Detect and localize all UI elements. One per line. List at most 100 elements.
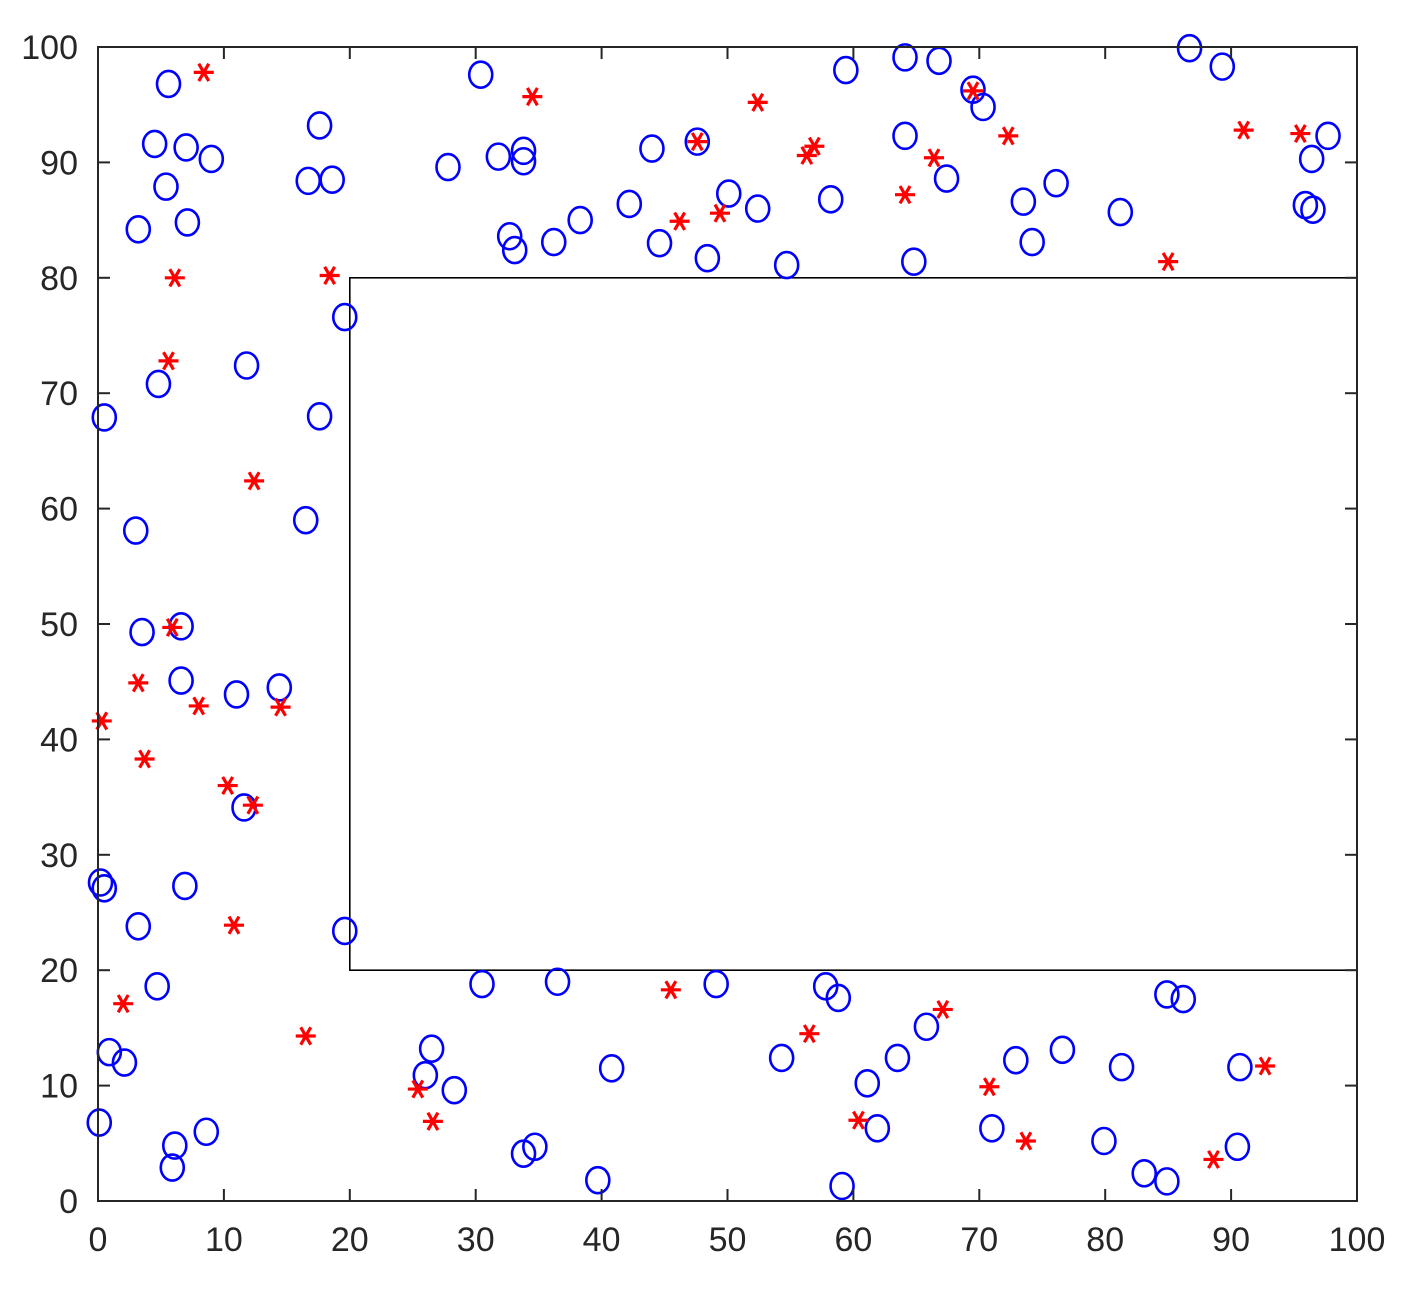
asterisk-point bbox=[979, 1077, 1000, 1097]
asterisk-point bbox=[319, 266, 340, 285]
circle-point bbox=[1091, 1126, 1117, 1156]
asterisk-point bbox=[1015, 1131, 1036, 1151]
x-tick-label: 30 bbox=[457, 1221, 495, 1259]
asterisk-point bbox=[687, 132, 708, 152]
circle-point bbox=[522, 1132, 548, 1162]
circle-point bbox=[1315, 121, 1341, 151]
y-tick-label: 60 bbox=[40, 491, 78, 529]
circle-point bbox=[233, 351, 260, 380]
circle-point bbox=[198, 144, 225, 174]
x-tick-label: 20 bbox=[331, 1221, 369, 1259]
circle-point bbox=[510, 146, 537, 176]
circle-point bbox=[1227, 1052, 1253, 1082]
circle-point bbox=[168, 666, 194, 695]
y-tick-label: 90 bbox=[40, 144, 78, 182]
circle-point bbox=[1043, 168, 1069, 198]
circle-point bbox=[639, 134, 665, 163]
circle-point bbox=[306, 111, 333, 140]
asterisk-point bbox=[522, 87, 543, 107]
circle-point bbox=[319, 165, 345, 195]
x-tick-label: 100 bbox=[1329, 1221, 1386, 1259]
circle-point bbox=[91, 873, 118, 903]
y-tick-label: 10 bbox=[40, 1068, 78, 1106]
circle-point bbox=[111, 1048, 138, 1077]
circle-point bbox=[266, 673, 293, 702]
circle-point bbox=[684, 127, 711, 156]
asterisk-point bbox=[669, 211, 690, 231]
circle-point bbox=[901, 247, 927, 276]
asterisk-point bbox=[407, 1079, 428, 1099]
circle-point bbox=[1176, 33, 1203, 63]
circle-point bbox=[1108, 1052, 1135, 1082]
x-tick-label: 90 bbox=[1212, 1221, 1250, 1259]
x-tick-label: 40 bbox=[583, 1221, 621, 1259]
circle-point bbox=[441, 1075, 468, 1105]
asterisk-point bbox=[244, 471, 265, 491]
circle-point bbox=[913, 1012, 940, 1042]
asterisk-point bbox=[162, 618, 183, 637]
circle-point bbox=[854, 1068, 881, 1098]
asterisk-point bbox=[422, 1111, 443, 1131]
asterisk-point bbox=[932, 999, 953, 1019]
circle-point bbox=[1131, 1159, 1158, 1188]
asterisk-point bbox=[796, 146, 817, 165]
asterisk-point bbox=[998, 126, 1019, 146]
circle-point bbox=[469, 969, 495, 999]
asterisk-point bbox=[270, 697, 291, 717]
y-tick-label: 100 bbox=[21, 29, 78, 67]
asterisk-point bbox=[660, 980, 681, 1000]
circle-point bbox=[1019, 227, 1045, 257]
circle-point bbox=[1010, 187, 1037, 216]
circle-point bbox=[1154, 980, 1180, 1009]
circle-point bbox=[715, 179, 742, 208]
circle-point bbox=[1003, 1045, 1029, 1075]
asterisk-point bbox=[895, 185, 916, 205]
circle-point bbox=[510, 136, 537, 166]
asterisk-point bbox=[223, 915, 244, 935]
circle-point bbox=[145, 369, 172, 399]
circle-point bbox=[86, 1108, 113, 1137]
circle-point bbox=[768, 1043, 795, 1073]
asterisk-point bbox=[128, 673, 149, 693]
circle-point bbox=[884, 1043, 911, 1073]
circle-point bbox=[174, 208, 201, 237]
circle-point bbox=[125, 912, 152, 941]
circle-point bbox=[598, 1053, 625, 1083]
asterisk-point bbox=[923, 148, 944, 168]
x-tick-label: 50 bbox=[709, 1221, 747, 1259]
asterisk-point bbox=[804, 136, 825, 156]
circle-point bbox=[1154, 1167, 1180, 1196]
y-tick-label: 50 bbox=[40, 606, 78, 644]
circle-point bbox=[1209, 52, 1236, 81]
circle-point bbox=[87, 868, 114, 897]
asterisk-point bbox=[963, 81, 984, 101]
circle-point bbox=[1300, 195, 1326, 225]
circle-point bbox=[744, 194, 771, 223]
y-tick-label: 80 bbox=[40, 260, 78, 298]
asterisk-point bbox=[295, 1026, 316, 1046]
circle-point bbox=[833, 55, 859, 85]
asterisk-point bbox=[134, 749, 155, 769]
circle-point bbox=[1107, 197, 1134, 227]
x-tick-label: 80 bbox=[1086, 1221, 1124, 1259]
y-tick-label: 40 bbox=[40, 721, 78, 759]
circle-point bbox=[155, 69, 182, 99]
asterisk-point bbox=[709, 203, 730, 223]
plot-area bbox=[98, 47, 1357, 1201]
y-tick-label: 30 bbox=[40, 837, 78, 875]
circle-point bbox=[1170, 984, 1197, 1014]
circle-point bbox=[501, 235, 528, 265]
asterisk-series bbox=[91, 62, 1311, 1169]
circle-point bbox=[485, 142, 512, 171]
circle-point bbox=[970, 92, 996, 122]
asterisk-point bbox=[747, 92, 768, 112]
circle-point bbox=[331, 302, 358, 332]
circle-point bbox=[122, 516, 149, 545]
circle-point bbox=[193, 1117, 220, 1147]
y-tick-label: 20 bbox=[40, 952, 78, 990]
circle-point bbox=[153, 172, 179, 201]
circle-point bbox=[864, 1113, 891, 1143]
circle-point bbox=[435, 152, 461, 182]
y-tick-label: 0 bbox=[59, 1183, 78, 1221]
